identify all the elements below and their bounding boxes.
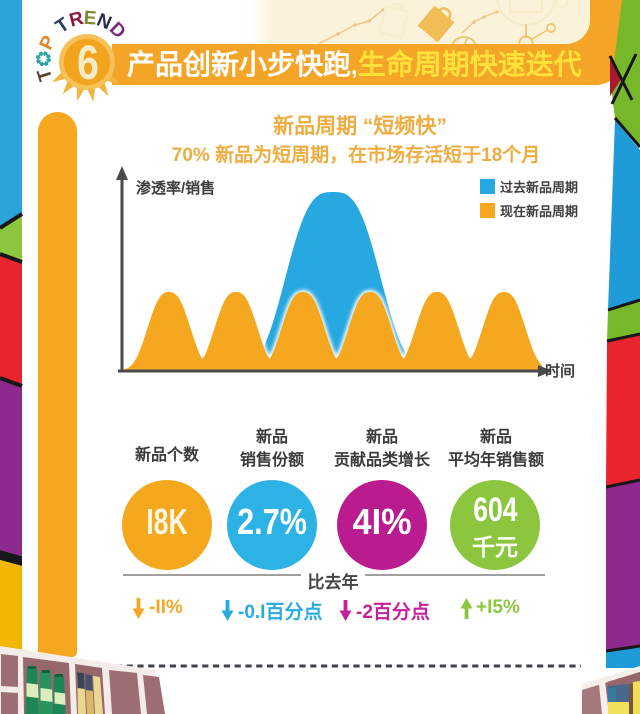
svg-text:6: 6 [77, 36, 99, 90]
svg-text:现在新品周期: 现在新品周期 [500, 204, 578, 219]
svg-text:过去新品周期: 过去新品周期 [500, 180, 578, 195]
svg-text:时间: 时间 [545, 362, 575, 380]
svg-text:渗透率/销售: 渗透率/销售 [136, 179, 215, 197]
svg-text:E: E [83, 8, 97, 30]
svg-text:P: P [36, 32, 61, 53]
svg-text:R: R [67, 8, 86, 32]
